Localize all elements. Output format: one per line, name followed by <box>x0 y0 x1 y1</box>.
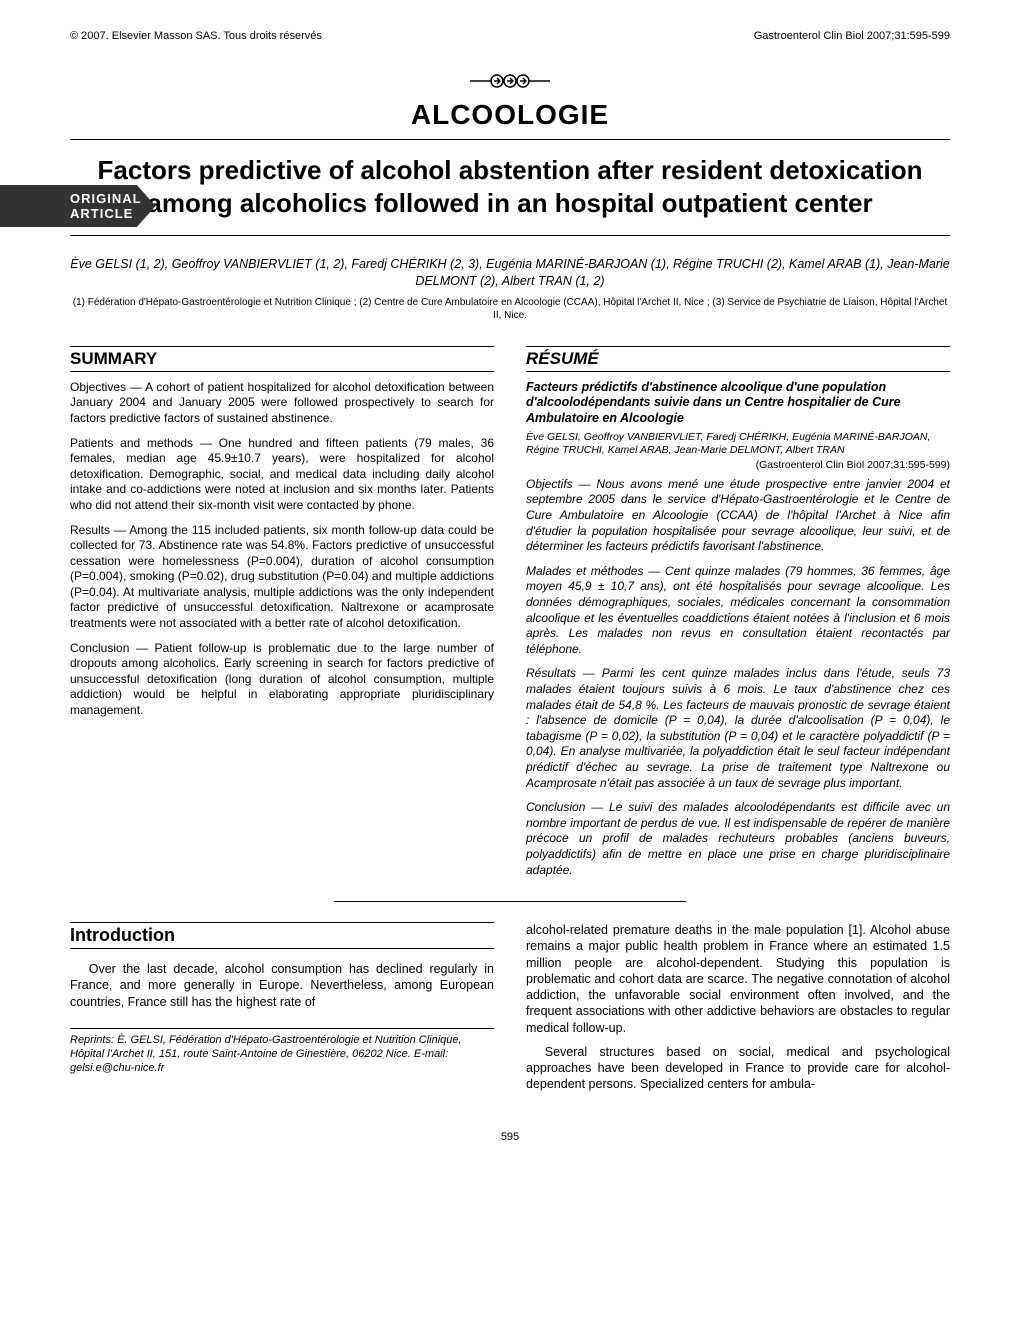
summary-para: Patients and methods — One hundred and f… <box>70 436 494 514</box>
authors: Ève GELSI (1, 2), Geoffroy VANBIERVLIET … <box>70 256 950 290</box>
reprints: Reprints: È. GELSI, Fédération d'Hépato-… <box>70 1028 494 1076</box>
article-title: Factors predictive of alcohol abstention… <box>70 154 950 219</box>
section-name: ALCOOLOGIE <box>70 99 950 131</box>
divider <box>334 901 686 902</box>
intro-para: Several structures based on social, medi… <box>526 1044 950 1093</box>
badge-line1: ORIGINAL <box>70 191 142 206</box>
summary-para: Objectives — A cohort of patient hospita… <box>70 380 494 427</box>
copyright: © 2007. Elsevier Masson SAS. Tous droits… <box>70 30 322 42</box>
intro-heading: Introduction <box>70 922 494 949</box>
top-bar: © 2007. Elsevier Masson SAS. Tous droits… <box>70 30 950 42</box>
summary-para: Results — Among the 115 included patient… <box>70 523 494 632</box>
badge-original-article: ORIGINAL ARTICLE <box>0 185 156 227</box>
resume-para: Malades et méthodes — Cent quinze malade… <box>526 564 950 658</box>
abstract-columns: SUMMARY Objectives — A cohort of patient… <box>70 346 950 887</box>
badge-line2: ARTICLE <box>70 206 142 221</box>
body-right: alcohol-related premature deaths in the … <box>526 922 950 1101</box>
divider <box>70 235 950 236</box>
page-number: 595 <box>70 1131 950 1143</box>
affiliations: (1) Fédération d'Hépato-Gastroentérologi… <box>70 296 950 322</box>
resume-column: RÉSUMÉ Facteurs prédictifs d'abstinence … <box>526 346 950 887</box>
intro-para: alcohol-related premature deaths in the … <box>526 922 950 1036</box>
divider <box>70 139 950 140</box>
resume-authors: Ève GELSI, Geoffroy VANBIERVLIET, Faredj… <box>526 431 950 457</box>
body-left: Introduction Over the last decade, alcoh… <box>70 922 494 1101</box>
summary-para: Conclusion — Patient follow-up is proble… <box>70 641 494 719</box>
resume-heading: RÉSUMÉ <box>526 346 950 372</box>
body-columns: Introduction Over the last decade, alcoh… <box>70 922 950 1101</box>
journal-citation: Gastroenterol Clin Biol 2007;31:595-599 <box>754 30 950 42</box>
resume-cite: (Gastroenterol Clin Biol 2007;31:595-599… <box>526 459 950 471</box>
summary-column: SUMMARY Objectives — A cohort of patient… <box>70 346 494 887</box>
summary-heading: SUMMARY <box>70 346 494 372</box>
resume-para: Conclusion — Le suivi des malades alcool… <box>526 800 950 878</box>
intro-para: Over the last decade, alcohol consumptio… <box>70 961 494 1010</box>
resume-para: Résultats — Parmi les cent quinze malade… <box>526 666 950 791</box>
section-icon <box>70 70 950 95</box>
resume-para: Objectifs — Nous avons mené une étude pr… <box>526 477 950 555</box>
resume-subtitle: Facteurs prédictifs d'abstinence alcooli… <box>526 380 950 427</box>
title-block: Factors predictive of alcohol abstention… <box>70 154 950 219</box>
